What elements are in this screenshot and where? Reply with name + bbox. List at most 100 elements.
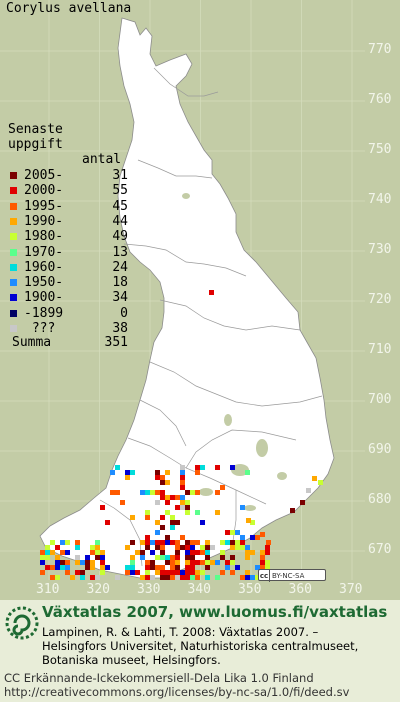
occurrence-square — [200, 465, 205, 470]
occurrence-square — [230, 560, 235, 565]
occurrence-square — [155, 570, 160, 575]
occurrence-square — [170, 525, 175, 530]
occurrence-square — [125, 475, 130, 480]
occurrence-square — [230, 555, 235, 560]
legend-period-label: 1980- — [24, 229, 64, 245]
northing-tick-label: 770 — [368, 42, 392, 57]
cc-license-badge[interactable]: cc BY-NC-SA — [258, 569, 326, 582]
occurrence-square — [125, 470, 130, 475]
occurrence-square — [155, 565, 160, 570]
occurrence-square — [190, 565, 195, 570]
occurrence-square — [160, 570, 165, 575]
occurrence-square — [160, 495, 165, 500]
occurrence-square — [220, 555, 225, 560]
occurrence-square — [165, 480, 170, 485]
occurrence-square — [180, 575, 185, 580]
easting-tick-label: 370 — [339, 582, 363, 597]
occurrence-square — [175, 520, 180, 525]
occurrence-square — [245, 555, 250, 560]
occurrence-square — [145, 560, 150, 565]
occurrence-square — [180, 480, 185, 485]
occurrence-square — [145, 565, 150, 570]
occurrence-square — [140, 540, 145, 545]
northing-tick-label: 720 — [368, 292, 392, 307]
occurrence-square — [306, 488, 311, 493]
occurrence-square — [145, 515, 150, 520]
occurrence-square — [115, 575, 120, 580]
occurrence-square — [75, 570, 80, 575]
occurrence-square — [150, 565, 155, 570]
occurrence-square — [195, 470, 200, 475]
occurrence-square — [230, 570, 235, 575]
occurrence-square — [75, 545, 80, 550]
occurrence-square — [160, 490, 165, 495]
occurrence-square — [130, 540, 135, 545]
legend-row: 1990- 44 — [8, 214, 128, 229]
occurrence-square — [55, 560, 60, 565]
occurrence-square — [240, 540, 245, 545]
occurrence-square — [100, 560, 105, 565]
occurrence-square — [160, 550, 165, 555]
legend-swatch — [10, 294, 17, 302]
occurrence-square — [155, 490, 160, 495]
occurrence-square — [175, 565, 180, 570]
occurrence-square — [165, 500, 170, 505]
occurrence-square — [95, 545, 100, 550]
license-url[interactable]: http://creativecommons.org/licenses/by-n… — [4, 685, 350, 699]
occurrence-square — [155, 470, 160, 475]
license-line-1: CC Erkännande-Ickekommersiell-Dela Lika … — [4, 671, 314, 685]
legend-count: 44 — [112, 213, 128, 229]
occurrence-square — [230, 465, 235, 470]
occurrence-square — [190, 550, 195, 555]
occurrence-square — [150, 575, 155, 580]
occurrence-square — [50, 565, 55, 570]
occurrence-square — [170, 575, 175, 580]
occurrence-square — [110, 490, 115, 495]
occurrence-square — [55, 555, 60, 560]
vaxtatlas-logo-icon — [5, 606, 39, 640]
occurrence-square — [185, 540, 190, 545]
occurrence-square — [45, 555, 50, 560]
legend-swatch — [10, 172, 17, 179]
occurrence-square — [100, 570, 105, 575]
occurrence-square — [100, 550, 105, 555]
easting-tick-label: 310 — [36, 582, 60, 597]
occurrence-square — [190, 490, 195, 495]
occurrence-square — [140, 555, 145, 560]
occurrence-square — [100, 565, 105, 570]
occurrence-square — [245, 570, 250, 575]
reference-line-1: Lampinen, R. & Lahti, T. 2008: Växtatlas… — [42, 625, 319, 639]
occurrence-square — [115, 490, 120, 495]
occurrence-square — [190, 570, 195, 575]
occurrence-square — [130, 555, 135, 560]
legend-row: -1899 0 — [8, 306, 128, 321]
occurrence-square — [155, 555, 160, 560]
legend-period-label: 1900- — [24, 290, 64, 306]
occurrence-square — [260, 565, 265, 570]
occurrence-square — [180, 535, 185, 540]
easting-tick-label: 330 — [137, 582, 161, 597]
occurrence-square — [175, 545, 180, 550]
occurrence-square — [185, 510, 190, 515]
legend-count: 24 — [112, 259, 128, 275]
occurrence-square — [185, 505, 190, 510]
occurrence-square — [165, 495, 170, 500]
occurrence-square — [312, 476, 317, 481]
occurrence-square — [145, 535, 150, 540]
occurrence-square — [180, 475, 185, 480]
occurrence-square — [90, 550, 95, 555]
occurrence-square — [155, 475, 160, 480]
legend-heading-line2: uppgift — [8, 137, 63, 152]
occurrence-square — [155, 530, 160, 535]
occurrence-square — [160, 555, 165, 560]
occurrence-square — [45, 565, 50, 570]
occurrence-square — [75, 540, 80, 545]
occurrence-square — [225, 565, 230, 570]
occurrence-square — [140, 575, 145, 580]
occurrence-square — [205, 550, 210, 555]
legend-swatch — [10, 263, 17, 271]
occurrence-square — [180, 545, 185, 550]
northing-tick-label: 750 — [368, 142, 392, 157]
legend-row: 2000- 55 — [8, 183, 128, 198]
occurrence-square — [160, 475, 165, 480]
